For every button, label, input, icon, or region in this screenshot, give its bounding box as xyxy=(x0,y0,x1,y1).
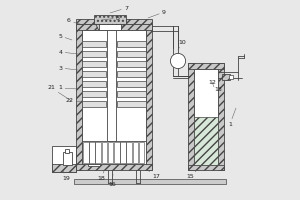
Bar xyxy=(108,142,113,163)
Bar xyxy=(82,81,106,87)
Bar xyxy=(120,142,126,163)
Bar xyxy=(52,164,76,172)
Bar xyxy=(117,61,146,67)
Text: 17: 17 xyxy=(148,170,160,180)
Bar xyxy=(229,75,232,79)
Bar xyxy=(117,41,146,47)
Bar xyxy=(126,142,132,163)
Bar xyxy=(82,41,106,47)
Text: 12: 12 xyxy=(208,79,216,87)
Text: 13: 13 xyxy=(214,87,222,94)
Bar xyxy=(82,30,146,164)
Bar xyxy=(188,165,224,170)
Bar xyxy=(94,15,126,24)
Text: 3: 3 xyxy=(58,66,78,71)
Bar xyxy=(82,91,106,97)
Bar xyxy=(117,51,146,57)
Bar xyxy=(63,152,72,165)
Text: 22: 22 xyxy=(66,98,81,102)
Bar xyxy=(82,141,146,164)
Bar xyxy=(222,74,230,80)
Text: 5: 5 xyxy=(58,33,72,40)
Bar xyxy=(52,146,76,172)
Circle shape xyxy=(170,53,186,69)
Bar xyxy=(107,30,116,141)
Bar xyxy=(76,164,152,170)
Text: 21: 21 xyxy=(48,85,72,101)
Text: 6: 6 xyxy=(67,19,81,24)
Bar xyxy=(82,51,106,57)
Bar xyxy=(117,71,146,77)
Text: 7: 7 xyxy=(110,5,128,13)
Bar xyxy=(188,63,224,69)
Bar xyxy=(146,24,152,170)
Bar xyxy=(95,142,101,163)
Bar xyxy=(139,142,144,163)
Bar xyxy=(117,91,146,97)
Bar xyxy=(89,142,95,163)
Bar xyxy=(133,142,138,163)
Bar xyxy=(194,117,218,165)
Text: 1: 1 xyxy=(58,85,78,90)
Bar xyxy=(76,19,152,24)
Bar xyxy=(194,69,218,165)
Text: 9: 9 xyxy=(148,9,166,18)
Bar xyxy=(65,149,69,153)
Text: 10: 10 xyxy=(178,40,186,50)
Bar xyxy=(188,63,194,170)
Bar xyxy=(218,63,224,170)
Text: 4: 4 xyxy=(58,49,78,54)
Bar xyxy=(82,71,106,77)
Text: 15: 15 xyxy=(186,167,200,180)
Text: 19: 19 xyxy=(62,170,70,181)
Bar xyxy=(102,142,107,163)
Bar xyxy=(117,81,146,87)
Text: 16: 16 xyxy=(108,174,116,188)
Bar xyxy=(82,101,106,107)
Bar xyxy=(88,164,100,166)
Bar xyxy=(74,179,226,184)
Bar xyxy=(76,24,152,30)
Text: 18: 18 xyxy=(97,171,105,181)
Text: 8: 8 xyxy=(102,16,120,21)
Polygon shape xyxy=(96,24,124,30)
Bar xyxy=(114,142,120,163)
Text: 1: 1 xyxy=(228,108,236,127)
Bar xyxy=(117,101,146,107)
Bar xyxy=(99,24,121,30)
Bar xyxy=(83,142,88,163)
Bar xyxy=(82,61,106,67)
Bar xyxy=(76,24,82,170)
